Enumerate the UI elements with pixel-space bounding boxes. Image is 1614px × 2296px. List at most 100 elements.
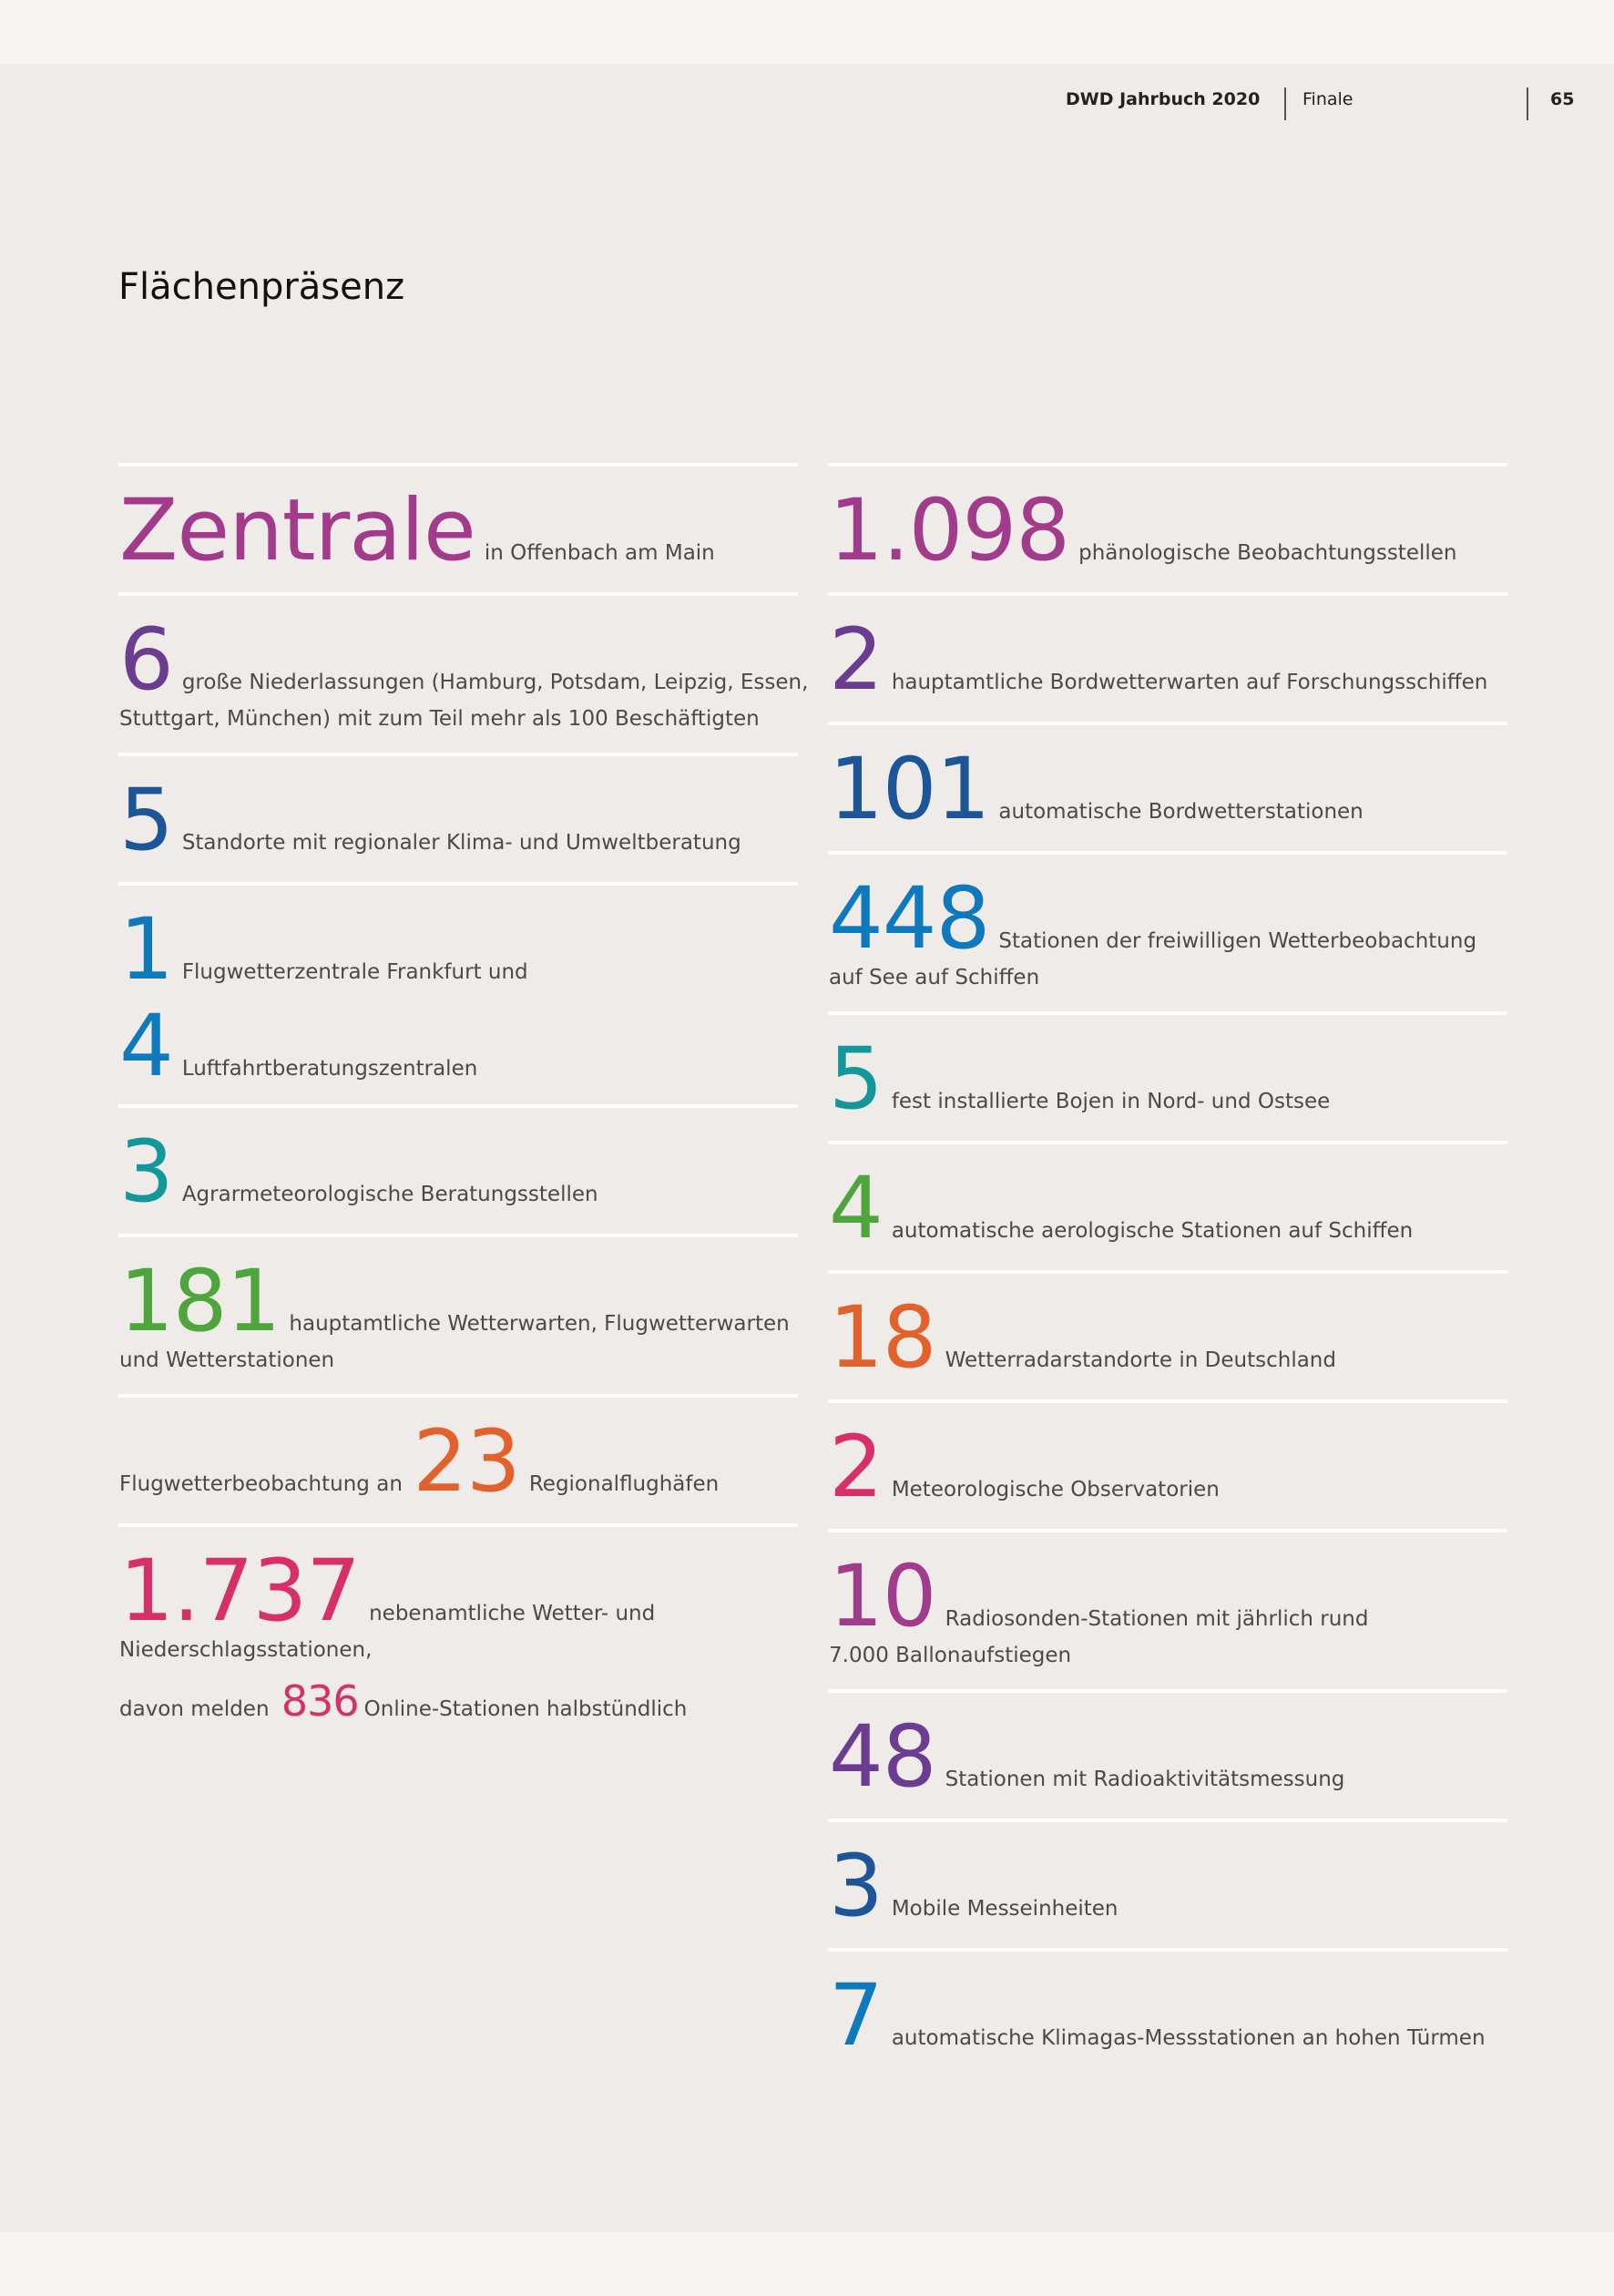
stat-text: automatische aerologische Stationen auf …: [891, 1219, 1414, 1243]
header-separator: [1284, 87, 1286, 120]
stat-text: Wetterradarstandorte in Deutschland: [945, 1348, 1336, 1372]
stat-number: 23: [413, 1412, 521, 1512]
stat-text: davon melden: [119, 1697, 270, 1721]
stat-number: 4: [119, 997, 174, 1096]
stat-klimagas: 7 automatische Klimagas-Messstationen an …: [828, 1952, 1507, 2077]
stat-text: phänologische Beobachtungsstellen: [1078, 541, 1457, 565]
stat-number: 1.737: [119, 1542, 361, 1641]
stat-text: hauptamtliche Wetterwarten, Flugwetterwa…: [289, 1312, 790, 1336]
stat-wetterwarten: 181 hauptamtliche Wetterwarten, Flugwette…: [118, 1237, 798, 1394]
stat-number: 1.098: [829, 481, 1070, 580]
divider: [118, 1394, 798, 1398]
stat-regionalflughaefen: Flugwetterbeobachtung an 23 Regionalflugh…: [118, 1398, 798, 1523]
stat-number: 6: [119, 610, 174, 710]
stat-freiwillig: 448 Stationen der freiwilligen Wetterbeob…: [828, 855, 1507, 1011]
divider: [828, 1819, 1507, 1822]
divider: [828, 1399, 1507, 1403]
stat-text: Agrarmeteorologische Beratungsstellen: [181, 1183, 598, 1206]
stat-number: 836: [281, 1676, 360, 1726]
stat-number: 2: [829, 610, 884, 710]
stat-text: Regionalflughäfen: [528, 1472, 720, 1496]
stat-text-continued: Niederschlagsstationen,: [119, 1638, 373, 1662]
stat-text: Online-Stationen halbstündlich: [363, 1697, 688, 1721]
stat-text-continued: auf See auf Schiffen: [829, 966, 1040, 989]
stat-text: hauptamtliche Bordwetterwarten auf Forsc…: [891, 671, 1488, 694]
stat-text: Radiosonden-Stationen mit jährlich rund: [945, 1607, 1369, 1631]
stat-radar: 18 Wetterradarstandorte in Deutschland: [828, 1274, 1507, 1399]
header-book-title: DWD Jahrbuch 2020: [1066, 89, 1261, 109]
stat-radiosonden: 10 Radiosonden-Stationen mit jährlich run…: [828, 1532, 1507, 1689]
stat-text: Flugwetterbeobachtung an: [119, 1472, 403, 1496]
stat-number: Zentrale: [119, 481, 476, 580]
stat-radioaktiv: 48 Stationen mit Radioaktivitätsmessung: [828, 1693, 1507, 1819]
stat-number: 1: [119, 900, 174, 999]
stat-number: 48: [829, 1707, 937, 1807]
stat-agrar: 3 Agrarmeteorologische Beratungsstellen: [118, 1108, 798, 1234]
stat-text: fest installierte Bojen in Nord- und Ost…: [891, 1090, 1331, 1113]
stat-text: Stationen mit Radioaktivitätsmessung: [945, 1768, 1345, 1791]
divider: [118, 882, 798, 886]
divider: [118, 753, 798, 756]
stat-text-continued: und Wetterstationen: [119, 1348, 335, 1372]
stat-aerologisch: 4 automatische aerologische Stationen auf…: [828, 1144, 1507, 1270]
stat-text: in Offenbach am Main: [484, 541, 715, 565]
stat-text-continued: 7.000 Ballonaufstiegen: [829, 1644, 1072, 1667]
stat-number: 3: [119, 1122, 174, 1222]
stat-text: automatische Bordwetterstationen: [998, 800, 1364, 824]
divider: [828, 1948, 1507, 1952]
stat-observatorien: 2 Meteorologische Observatorien: [828, 1403, 1507, 1529]
divider: [118, 592, 798, 596]
stat-bordwetterwarten: 2 hauptamtliche Bordwetterwarten auf Fors…: [828, 596, 1507, 722]
stat-text: große Niederlassungen (Hamburg, Potsdam,…: [181, 671, 809, 694]
divider: [828, 592, 1507, 596]
stat-number: 5: [119, 771, 174, 870]
divider: [118, 463, 798, 466]
divider: [828, 1270, 1507, 1274]
stat-text: nebenamtliche Wetter- und: [369, 1602, 656, 1625]
stat-number: 18: [829, 1288, 937, 1388]
divider: [118, 1523, 798, 1527]
stat-niederlassungen: 6 große Niederlassungen (Hamburg, Potsdam…: [118, 596, 808, 753]
divider: [828, 1011, 1507, 1015]
divider: [118, 1104, 798, 1108]
stat-number: 5: [829, 1030, 884, 1129]
stat-number: 101: [829, 740, 990, 839]
stat-nebenamtlich: 1.737 nebenamtliche Wetter- und Niedersch…: [118, 1527, 798, 1746]
stat-text: Mobile Messeinheiten: [891, 1897, 1119, 1921]
divider: [828, 1529, 1507, 1532]
page-number: 65: [1550, 89, 1575, 109]
stat-text: automatische Klimagas-Messstationen an h…: [891, 2026, 1486, 2050]
page: [0, 64, 1614, 2232]
stat-text-continued: Stuttgart, München) mit zum Teil mehr al…: [119, 707, 760, 731]
divider: [828, 722, 1507, 725]
stat-text: Meteorologische Observatorien: [891, 1478, 1220, 1502]
header-section: Finale: [1302, 89, 1354, 109]
stat-zentrale: Zentrale in Offenbach am Main: [118, 466, 798, 592]
divider: [828, 463, 1507, 466]
divider: [828, 1141, 1507, 1144]
stat-text: Stationen der freiwilligen Wetterbeobach…: [998, 929, 1477, 953]
stat-text: Standorte mit regionaler Klima- und Umwe…: [181, 831, 741, 855]
header-separator: [1527, 87, 1528, 120]
stat-mobil: 3 Mobile Messeinheiten: [828, 1822, 1507, 1948]
stat-number: 7: [829, 1966, 884, 2065]
stat-phaeno: 1.098 phänologische Beobachtungsstellen: [828, 466, 1507, 592]
left-column: Zentrale in Offenbach am Main 6 große Nied…: [118, 463, 808, 1746]
divider: [828, 851, 1507, 855]
stat-number: 448: [829, 869, 990, 969]
stat-number: 181: [119, 1252, 281, 1351]
stat-text: Flugwetterzentrale Frankfurt und: [181, 960, 528, 984]
stat-number: 10: [829, 1547, 937, 1646]
stat-text: Luftfahrtberatungszentralen: [181, 1057, 478, 1081]
stat-bordwetterstationen: 101 automatische Bordwetterstationen: [828, 725, 1507, 851]
page-title: Flächenpräsenz: [118, 266, 405, 308]
stat-standorte: 5 Standorte mit regionaler Klima- und Umw…: [118, 756, 798, 882]
divider: [828, 1689, 1507, 1693]
stat-number: 3: [829, 1837, 884, 1936]
stat-flugwetterzentrale: 1 Flugwetterzentrale Frankfurt und 4 Luftf…: [118, 886, 798, 1104]
divider: [118, 1234, 798, 1237]
stat-bojen: 5 fest installierte Bojen in Nord- und Os…: [828, 1015, 1507, 1141]
stat-number: 2: [829, 1418, 884, 1517]
right-column: 1.098 phänologische Beobachtungsstellen 2…: [828, 463, 1507, 2077]
stat-number: 4: [829, 1159, 884, 1258]
